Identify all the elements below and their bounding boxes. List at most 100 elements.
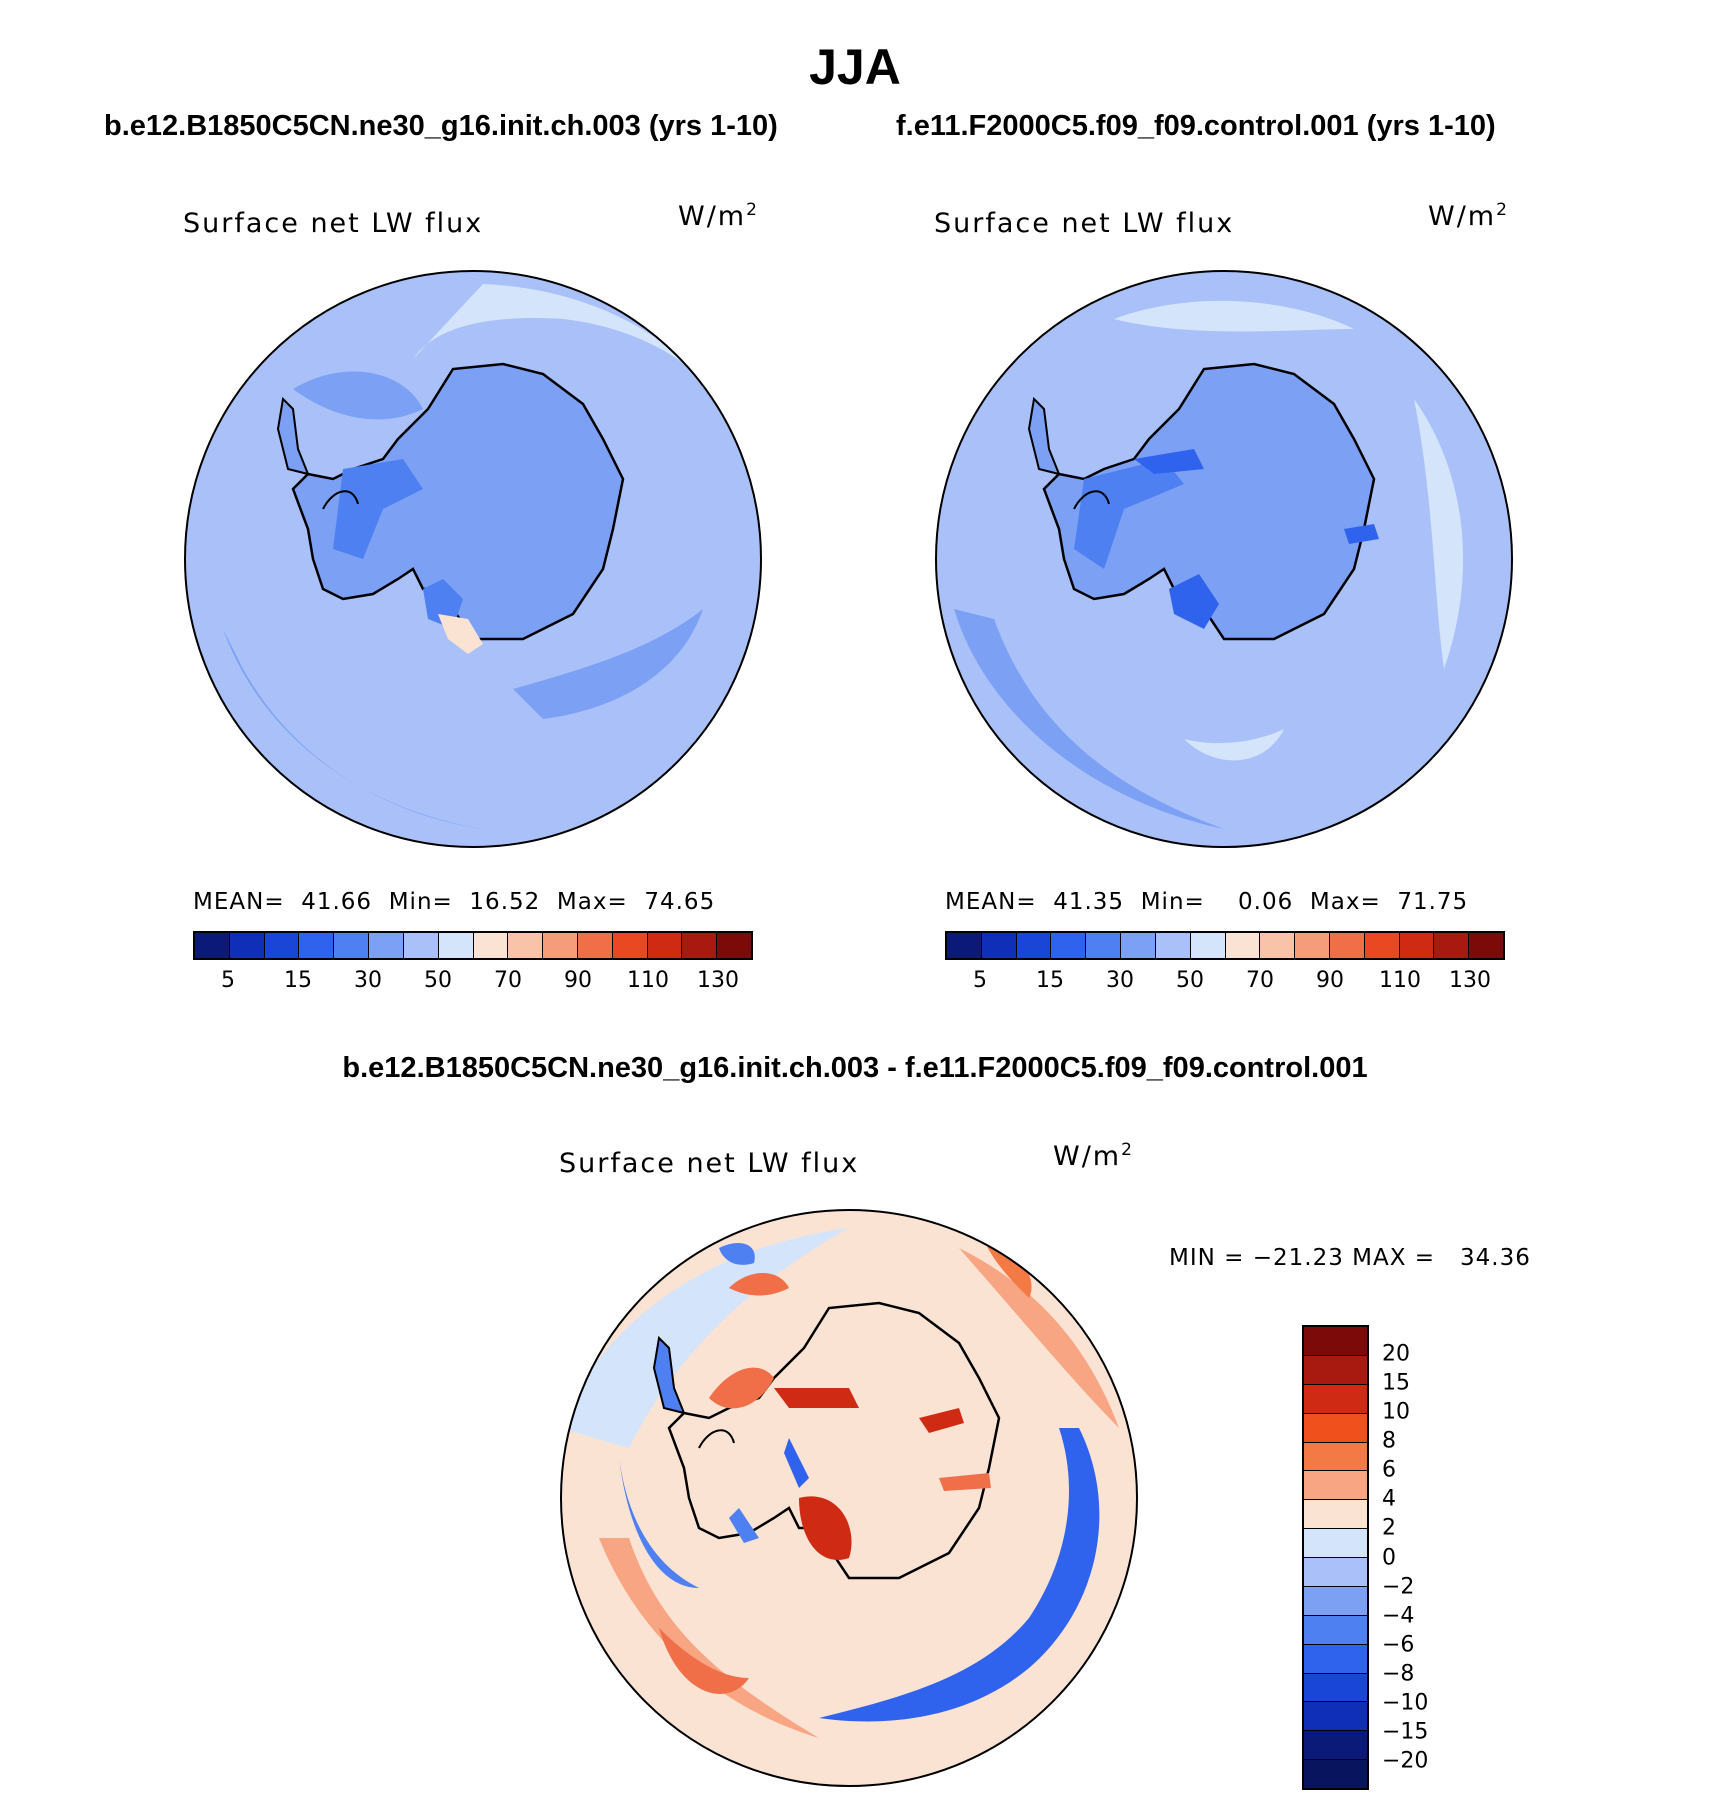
left-colorbar-box (577, 933, 613, 958)
right-colorbar-tick-label: 50 (1176, 968, 1204, 993)
right-colorbar-tick-label: 15 (1036, 968, 1064, 993)
diff-colorbar-box (1304, 1586, 1367, 1616)
left-colorbar-box (647, 933, 683, 958)
right-variable-label: Surface net LW flux (934, 208, 1235, 239)
right-map-band (1114, 300, 1354, 332)
left-colorbar-box (403, 933, 439, 958)
left-map-peninsula (322, 490, 359, 510)
diff-map-ring (619, 1458, 699, 1588)
right-stats: MEAN= 41.35 Min= 0.06 Max= 71.75 (945, 889, 1469, 915)
left-colorbar-box (473, 933, 509, 958)
right-colorbar-box (1225, 933, 1261, 958)
diff-colorbar-tick-label: −15 (1382, 1719, 1429, 1745)
diff-map-region (939, 1473, 991, 1491)
diff-stats: MIN = −21.23 MAX = 34.36 (1169, 1245, 1531, 1271)
left-map-region (333, 459, 423, 559)
right-colorbar-tick-label: 130 (1449, 968, 1491, 993)
right-colorbar-tick-label: 5 (973, 968, 987, 993)
diff-map-region (599, 1538, 819, 1738)
left-colorbar-tick-label: 110 (627, 968, 669, 993)
diff-colorbar-box (1304, 1615, 1367, 1645)
diff-colorbar-tick-label: 10 (1382, 1399, 1410, 1425)
right-colorbar-box (1121, 933, 1156, 958)
figure-title: JJA (809, 39, 901, 95)
right-colorbar-box (1469, 933, 1503, 958)
difference-colorbar (1302, 1325, 1369, 1790)
diff-map-region (774, 1388, 859, 1408)
left-colorbar-box (264, 933, 300, 958)
diff-colorbar-tick-label: 0 (1382, 1545, 1396, 1570)
diff-colorbar-tick-label: 15 (1382, 1370, 1410, 1396)
left-colorbar-box (508, 933, 544, 958)
left-units-label: W/m2 (678, 200, 759, 232)
left-colorbar-tick-label: 130 (697, 968, 739, 993)
left-colorbar-box (195, 933, 230, 958)
diff-colorbar-tick-label: 6 (1382, 1457, 1396, 1483)
diff-map-region (561, 1228, 849, 1448)
diff-map-continent (667, 1301, 1001, 1580)
left-colorbar (193, 931, 753, 960)
diff-colorbar-tick-label: −20 (1382, 1748, 1429, 1774)
diff-map-region (709, 1367, 774, 1409)
left-case-title: b.e12.B1850C5CN.ne30_g16.init.ch.003 (yr… (104, 110, 778, 142)
diff-colorbar-box (1304, 1702, 1367, 1732)
right-colorbar-tick-label: 70 (1246, 968, 1274, 993)
diff-colorbar-box (1304, 1471, 1367, 1501)
right-map-region (1134, 449, 1204, 474)
diff-colorbar-box (1304, 1355, 1367, 1385)
diff-colorbar-tick-label: −8 (1382, 1661, 1415, 1687)
right-colorbar-ticks: 5 15 30 50 70 90 110 130 (945, 968, 1505, 998)
diff-colorbar-box (1304, 1760, 1367, 1788)
right-colorbar-box (1364, 933, 1400, 958)
right-colorbar-box (1016, 933, 1052, 958)
right-colorbar-tick-label: 110 (1379, 968, 1421, 993)
right-colorbar-box (1260, 933, 1296, 958)
diff-colorbar-box (1304, 1644, 1367, 1674)
left-map-peninsula (276, 396, 310, 476)
right-map-region (1169, 574, 1219, 629)
right-colorbar-box (1434, 933, 1470, 958)
left-colorbar-box (612, 933, 648, 958)
right-colorbar-box (981, 933, 1017, 958)
left-map-region (438, 614, 483, 654)
right-map-peninsula (1027, 396, 1061, 476)
right-colorbar-box (1295, 933, 1330, 958)
diff-map-region (719, 1243, 755, 1265)
right-map-region (1074, 459, 1184, 569)
right-colorbar-tick-label: 90 (1316, 968, 1344, 993)
left-colorbar-box (543, 933, 578, 958)
difference-title: b.e12.B1850C5CN.ne30_g16.init.ch.003 - f… (342, 1052, 1368, 1084)
right-map-peninsula (1073, 490, 1110, 510)
diff-map-peninsula (698, 1429, 735, 1449)
diff-map-region (784, 1438, 809, 1488)
diff-colorbar-box (1304, 1384, 1367, 1414)
diff-map-ring (819, 1428, 1100, 1722)
diff-map-region (729, 1508, 759, 1543)
left-stats: MEAN= 41.66 Min= 16.52 Max= 74.65 (193, 889, 716, 915)
right-colorbar-box (1399, 933, 1435, 958)
left-colorbar-tick-label: 70 (494, 968, 522, 993)
diff-variable-label: Surface net LW flux (559, 1148, 860, 1179)
left-colorbar-tick-label: 30 (354, 968, 382, 993)
diff-map-region (729, 1273, 789, 1296)
diff-colorbar-box (1304, 1327, 1367, 1356)
diff-colorbar-tick-label: −4 (1382, 1603, 1415, 1629)
left-map-region (293, 371, 423, 420)
left-colorbar-tick-label: 5 (221, 968, 235, 993)
left-colorbar-box (299, 933, 335, 958)
left-map-band (513, 609, 703, 719)
diff-map-region (659, 1628, 749, 1694)
diff-units-label: W/m2 (1053, 1140, 1134, 1172)
diff-colorbar-tick-label: 8 (1382, 1428, 1396, 1454)
left-colorbar-box (334, 933, 370, 958)
right-colorbar-box (1051, 933, 1087, 958)
right-polar-map (935, 270, 1513, 848)
diff-colorbar-box (1304, 1413, 1367, 1443)
difference-polar-map (560, 1209, 1138, 1787)
diff-colorbar-tick-label: 20 (1382, 1341, 1410, 1367)
right-colorbar-tick-label: 30 (1106, 968, 1134, 993)
left-colorbar-tick-label: 50 (424, 968, 452, 993)
left-colorbar-box (438, 933, 474, 958)
right-map-band (1414, 399, 1464, 669)
left-variable-label: Surface net LW flux (183, 208, 484, 239)
